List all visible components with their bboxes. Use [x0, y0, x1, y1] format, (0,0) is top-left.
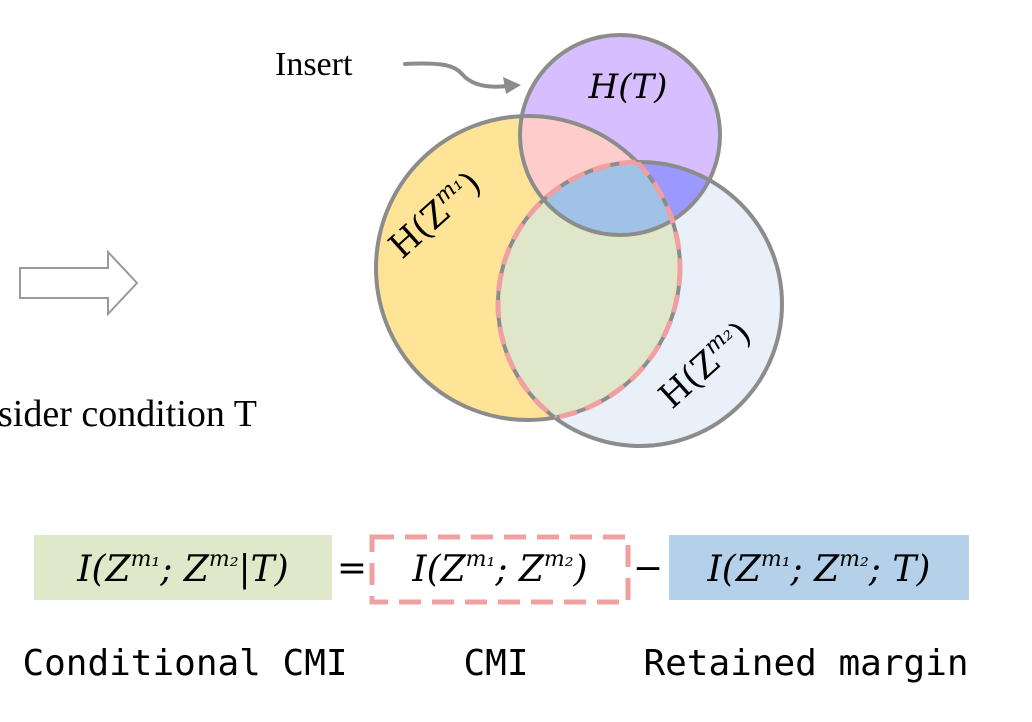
cmi-dashed-outline-z2-arc [495, 159, 680, 420]
cmi-dashed-box [369, 534, 631, 605]
cmi-expression: I(Zm₁; Zm₂) [411, 547, 587, 590]
cmi-dashed-outline-z1-arc [498, 162, 683, 423]
cmi-mid: ; Z [494, 549, 545, 590]
equals-sign: = [337, 548, 367, 589]
rhs-prefix: I(Z [707, 549, 762, 590]
rhs-sup2: m₂ [839, 547, 869, 572]
retained-margin-highlight [669, 535, 969, 600]
conditional-cmi-caption: Conditional CMI [22, 643, 347, 684]
insert-pointer-arrow-icon [403, 61, 510, 89]
lhs-sup1: m₁ [131, 547, 161, 572]
lhs-prefix: I(Z [76, 549, 131, 590]
lhs-sup2: m₂ [209, 547, 239, 572]
minus-sign: − [633, 548, 663, 589]
conditional-cmi-highlight [34, 535, 332, 600]
cmi-prefix: I(Z [411, 549, 466, 590]
retained-margin-caption: Retained margin [643, 643, 968, 684]
cmi-suffix: ) [573, 549, 588, 590]
hollow-right-arrow-icon [19, 249, 139, 317]
conditional-cmi-expression: I(Zm₁; Zm₂|T) [76, 547, 288, 590]
rhs-suffix: ; T) [868, 549, 931, 590]
t-circle-outline [518, 33, 722, 237]
cmi-sup2: m₂ [544, 547, 574, 572]
retained-margin-expression: I(Zm₁; Zm₂; T) [707, 547, 931, 590]
t-entropy-label: H(T) [588, 67, 668, 107]
cmi-caption: CMI [463, 643, 528, 684]
rhs-sup1: m₁ [761, 547, 791, 572]
insert-label: Insert [275, 46, 353, 83]
consider-condition-label: sider condition T [0, 393, 257, 435]
cmi-sup1: m₁ [466, 547, 496, 572]
lhs-suffix: |T) [239, 549, 289, 590]
rhs-mid: ; Z [790, 549, 841, 590]
lhs-mid: ; Z [159, 549, 210, 590]
insert-pointer-arrowhead-icon [503, 77, 521, 94]
